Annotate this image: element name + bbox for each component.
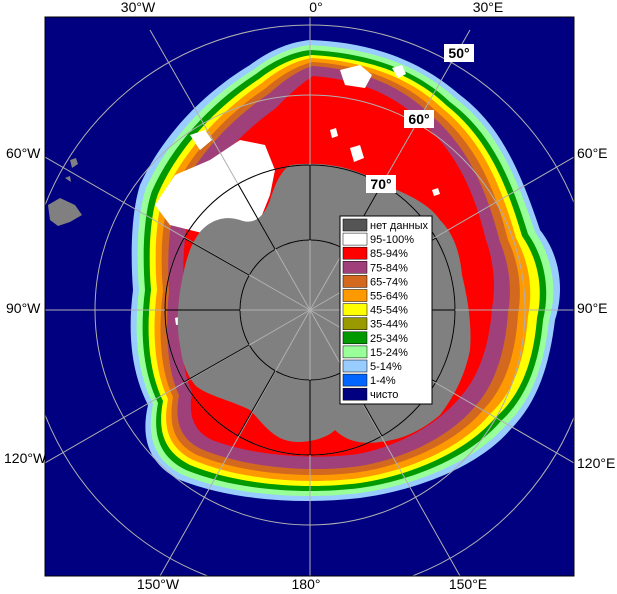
lat-60-text: 60°	[408, 111, 429, 127]
lon-label-30e: 30°E	[473, 0, 504, 15]
legend-swatch	[342, 232, 368, 246]
map-frame	[44, 16, 575, 577]
legend-label: 25-34%	[370, 333, 408, 345]
legend-swatch	[342, 359, 368, 373]
south-america-land	[48, 198, 82, 226]
legend-label: 15-24%	[370, 347, 408, 359]
lon-label-60e: 60°E	[577, 145, 608, 161]
legend-label: 5-14%	[370, 361, 402, 373]
lon-label-90w: 90°W	[6, 300, 41, 316]
legend-label: нет данных	[370, 220, 429, 232]
lon-label-0: 0°	[309, 0, 322, 15]
legend-label: 35-44%	[370, 319, 408, 331]
ice-95-100-patches	[155, 65, 440, 420]
legend-swatch	[342, 275, 368, 288]
lat-70-text: 70°	[370, 176, 391, 192]
lon-label-90e: 90°E	[577, 300, 608, 316]
legend-label: 55-64%	[370, 291, 408, 303]
lon-label-120e: 120°E	[577, 455, 615, 471]
legend-label: 65-74%	[370, 276, 408, 288]
legend: нет данных 95-100% 85-94% 75-84% 65-74% 55-64…	[339, 215, 433, 405]
legend-swatch	[342, 261, 368, 274]
lon-label-120w: 120°W	[4, 450, 47, 466]
legend-label: 85-94%	[370, 248, 408, 260]
legend-swatch	[342, 331, 368, 345]
legend-swatch	[342, 317, 368, 330]
legend-swatch	[342, 246, 368, 260]
latitude-label-70: 70°	[366, 175, 396, 193]
legend-swatch	[342, 373, 368, 387]
antarctic-peninsula-islands	[65, 158, 78, 182]
legend-label: 75-84%	[370, 262, 408, 274]
legend-swatch	[342, 345, 368, 359]
legend-label: 95-100%	[370, 234, 414, 246]
lon-label-180: 180°	[292, 576, 321, 592]
lon-label-150w: 150°W	[137, 576, 180, 592]
lat-50-text: 50°	[448, 45, 469, 61]
legend-swatch	[342, 387, 368, 401]
legend-label: чисто	[370, 389, 398, 401]
legend-swatch	[342, 218, 368, 232]
legend-label: 1-4%	[370, 375, 396, 387]
legend-label: 45-54%	[370, 305, 408, 317]
lon-label-150e: 150°E	[449, 576, 487, 592]
lon-label-60w: 60°W	[6, 145, 41, 161]
lon-label-30w: 30°W	[121, 0, 156, 15]
legend-swatch	[342, 289, 368, 302]
legend-swatch	[342, 303, 368, 316]
latitude-label-60: 60°	[404, 110, 434, 128]
latitude-label-50: 50°	[444, 44, 474, 62]
